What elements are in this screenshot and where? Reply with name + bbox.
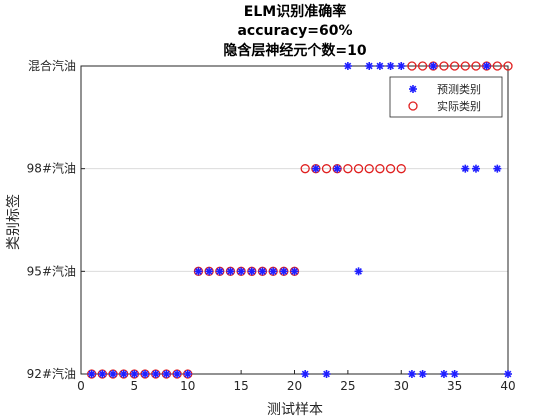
legend-marker-predicted [409,85,417,93]
predicted-class-point [301,370,310,378]
actual-class-point [321,164,332,174]
predicted-class-point [439,370,448,378]
predicted-class-point [87,370,96,378]
predicted-class-point [375,62,384,70]
predicted-class-point [215,267,224,276]
legend-marker-actual [408,101,418,111]
predicted-class-point [311,164,320,173]
x-tick-label: 30 [394,379,409,393]
actual-class-point [385,164,396,174]
actual-class-point [364,164,374,174]
predicted-class-point [279,267,288,276]
actual-class-point [396,164,406,174]
x-tick-label: 20 [287,379,302,393]
predicted-class-point [141,370,150,378]
actual-class-point [353,164,364,174]
predicted-class-point [471,164,480,173]
x-tick-label: 0 [77,379,85,393]
x-tick-label: 25 [340,379,355,393]
predicted-class-point [173,370,182,378]
actual-class-point [300,164,310,174]
actual-class-point [449,61,460,71]
predicted-class-point [226,267,235,276]
predicted-class-point [482,62,491,70]
predicted-class-point [98,370,107,378]
predicted-class-point [450,370,459,378]
predicted-class-point [354,267,363,276]
predicted-class-point [333,164,342,173]
chart-title-line-3: 隐含层神经元个数=10 [223,42,366,59]
legend-label-actual: 实际类别 [437,99,481,113]
predicted-class-point [504,370,512,378]
predicted-class-point [322,370,331,378]
predicted-class-point [290,267,299,276]
actual-class-point [492,61,502,71]
predicted-class-point [397,62,406,70]
actual-class-point [471,61,481,71]
y-axis-label: 类别标签 [5,194,22,250]
y-tick-label: 98#汽油 [27,161,76,176]
actual-class-point [503,61,513,71]
y-tick-label: 95#汽油 [27,263,76,278]
x-tick-label: 5 [131,379,139,393]
x-tick-label: 15 [233,379,248,393]
actual-class-point [417,61,428,71]
x-tick-label: 35 [447,379,462,393]
predicted-class-point [407,370,416,378]
predicted-class-point [183,370,192,378]
predicted-class-point [194,267,203,276]
actual-class-point [439,61,449,71]
actual-class-point [407,61,417,71]
x-tick-label: 10 [180,379,195,393]
predicted-class-point [269,267,278,276]
predicted-class-point [429,62,438,70]
legend-box [389,76,503,118]
predicted-class-point [418,370,427,378]
predicted-class-point [365,62,374,70]
predicted-class-point [109,370,118,378]
legend-circle-marker [408,101,418,111]
predicted-class-point [237,267,246,276]
chart-title-line-1: ELM识别准确率 [244,3,346,20]
y-tick-label: 92#汽油 [27,366,76,381]
predicted-class-point [247,267,256,276]
predicted-class-point [461,164,470,173]
x-axis-label: 测试样本 [267,402,323,418]
legend-label-predicted: 预测类别 [437,82,481,96]
legend-asterisk-marker [409,85,417,93]
predicted-class-point [119,370,128,378]
predicted-class-point [493,164,502,173]
predicted-class-point [205,267,214,276]
predicted-class-point [343,62,352,70]
point-layer [87,61,513,379]
actual-class-point [343,164,353,174]
y-tick-label: 混合汽油 [28,58,76,73]
actual-class-point [375,164,385,174]
predicted-class-point [386,62,395,70]
predicted-class-point [162,370,171,378]
predicted-class-point [151,370,160,378]
actual-class-point [460,61,470,71]
tick-layer: 92#汽油 95#汽油 98#汽油 混合汽油 0 5 10 15 20 25 30 35 40 [27,58,516,393]
x-tick-label: 40 [500,379,515,393]
chart-title-line-2: accuracy=60% [237,23,352,39]
legend: 预测类别 实际类别 [389,76,503,118]
predicted-class-point [130,370,139,378]
predicted-class-point [258,267,267,276]
